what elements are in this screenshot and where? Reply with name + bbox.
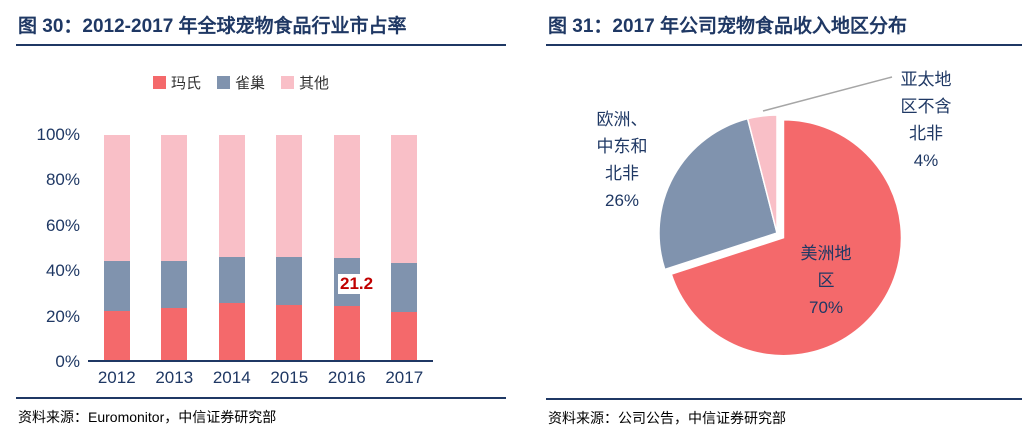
legend-item-mars: 玛氏: [152, 72, 201, 93]
pie-leader-line: [762, 76, 893, 112]
pie-slice-apac: [746, 114, 778, 234]
bar-segment-others: [391, 135, 418, 263]
stacked-bar: [103, 135, 130, 360]
bar-2017: [376, 135, 434, 360]
x-tick-label: 2014: [212, 368, 251, 387]
figure-31-title: 图 31：2017 年公司宠物食品收入地区分布: [548, 16, 907, 37]
bar-segment-mars: [161, 308, 188, 360]
bar-2013: [146, 135, 204, 360]
figure-30-source-text: 资料来源：Euromonitor，中信证券研究部: [16, 399, 506, 429]
figure-31-panel: 图 31：2017 年公司宠物食品收入地区分布 欧洲、中东和北非 26% 亚太地…: [546, 6, 1022, 429]
bar-chart: 0% 20% 40% 60% 80% 100% 21.2: [16, 126, 506, 371]
source-prefix: 资料来源：: [548, 410, 618, 426]
figure-30-title: 图 30：2012-2017 年全球宠物食品行业市占率: [18, 16, 407, 37]
bar-segment-mars: [103, 310, 130, 360]
stacked-bar: [333, 135, 360, 360]
figure-30-title-rule: [16, 44, 506, 46]
pie-label-apac: 亚太地区不含北非 4%: [894, 66, 958, 174]
bar-segment-nestle: [276, 256, 303, 305]
bar-y-axis: 0% 20% 40% 60% 80% 100%: [16, 126, 88, 371]
bar-x-labels: 2012 2013 2014 2015 2016 2017: [88, 368, 433, 388]
pie-label-emena-text: 欧洲、中东和北非: [596, 110, 648, 183]
pie-label-apac-text: 亚太地区不含北非: [900, 70, 952, 143]
pie-chart: 欧洲、中东和北非 26% 亚太地区不含北非 4% 美洲地区 70%: [546, 48, 1022, 398]
pie-svg: [658, 76, 903, 357]
figure-30-source-rule: [16, 397, 506, 399]
stacked-bar: [276, 135, 303, 360]
y-tick-label: 0%: [55, 352, 80, 371]
x-tick-label: 2015: [270, 368, 309, 387]
pie-label-apac-pct: 4%: [913, 151, 939, 170]
legend-label-nestle: 雀巢: [234, 75, 265, 92]
legend-label-others: 其他: [299, 75, 330, 92]
legend-swatch-nestle: [216, 76, 230, 89]
legend-swatch-others: [281, 76, 294, 89]
bar-segment-nestle: [391, 262, 418, 313]
bar-segment-others: [333, 135, 360, 258]
y-tick-label: 40%: [45, 261, 80, 281]
bar-segment-mars: [218, 302, 245, 360]
legend-item-nestle: 雀巢: [216, 72, 265, 93]
bar-segment-mars: [391, 312, 418, 360]
bar-segment-others: [161, 135, 188, 261]
y-tick-label: 20%: [45, 306, 80, 326]
x-tick-label: 2013: [155, 368, 194, 387]
bar-segment-others: [103, 135, 130, 261]
figure-30-source: 资料来源：Euromonitor，中信证券研究部: [16, 397, 506, 429]
bar-legend: 玛氏 雀巢 其他: [16, 72, 466, 93]
bar-segment-mars: [276, 304, 303, 360]
figure-31-title-rule: [546, 44, 1022, 46]
bar-segment-others: [276, 135, 303, 257]
bar-annotation: 21.2: [338, 274, 376, 294]
bar-plot: 21.2: [88, 135, 433, 362]
pie-label-emena: 欧洲、中东和北非 26%: [592, 106, 652, 214]
stacked-bar: [161, 135, 188, 360]
source-body: 公司公告，中信证券研究部: [618, 410, 786, 426]
legend-label-mars: 玛氏: [170, 75, 201, 92]
y-tick-label: 80%: [45, 170, 80, 190]
pie-label-emena-pct: 26%: [604, 191, 640, 210]
pie-label-americas-pct: 70%: [808, 298, 844, 317]
bar-segment-nestle: [218, 256, 245, 303]
y-tick-label: 60%: [45, 215, 80, 235]
x-tick-label: 2016: [327, 368, 366, 387]
pie-label-americas-text: 美洲地区: [800, 244, 852, 290]
bar-segment-nestle: [103, 261, 130, 311]
source-prefix: 资料来源：: [18, 409, 88, 425]
pie-label-americas: 美洲地区 70%: [794, 240, 858, 321]
figure-31-source-rule: [546, 398, 1022, 400]
x-tick-label: 2012: [97, 368, 136, 387]
y-tick-label: 100%: [36, 125, 80, 144]
bar-segment-others: [218, 135, 245, 257]
bar-segment-nestle: [161, 261, 188, 309]
bar-segment-mars: [333, 306, 360, 360]
figure-31-source-text: 资料来源：公司公告，中信证券研究部: [546, 400, 1022, 430]
bar-2014: [203, 135, 261, 360]
figure-30-panel: 图 30：2012-2017 年全球宠物食品行业市占率 玛氏 雀巢 其他 0% 20%…: [16, 6, 506, 429]
stacked-bar: [391, 135, 418, 360]
stacked-bar: [218, 135, 245, 360]
source-body: Euromonitor，中信证券研究部: [88, 409, 277, 425]
legend-item-others: 其他: [281, 72, 329, 93]
legend-swatch-mars: [152, 76, 166, 89]
pie-slice-americas: [670, 118, 903, 357]
bar-2016: [318, 135, 376, 360]
pie-slice-emena: [658, 117, 778, 271]
figure-31-source: 资料来源：公司公告，中信证券研究部: [546, 398, 1022, 430]
bar-2012: [88, 135, 146, 360]
x-tick-label: 2017: [385, 368, 424, 387]
bar-2015: [261, 135, 319, 360]
